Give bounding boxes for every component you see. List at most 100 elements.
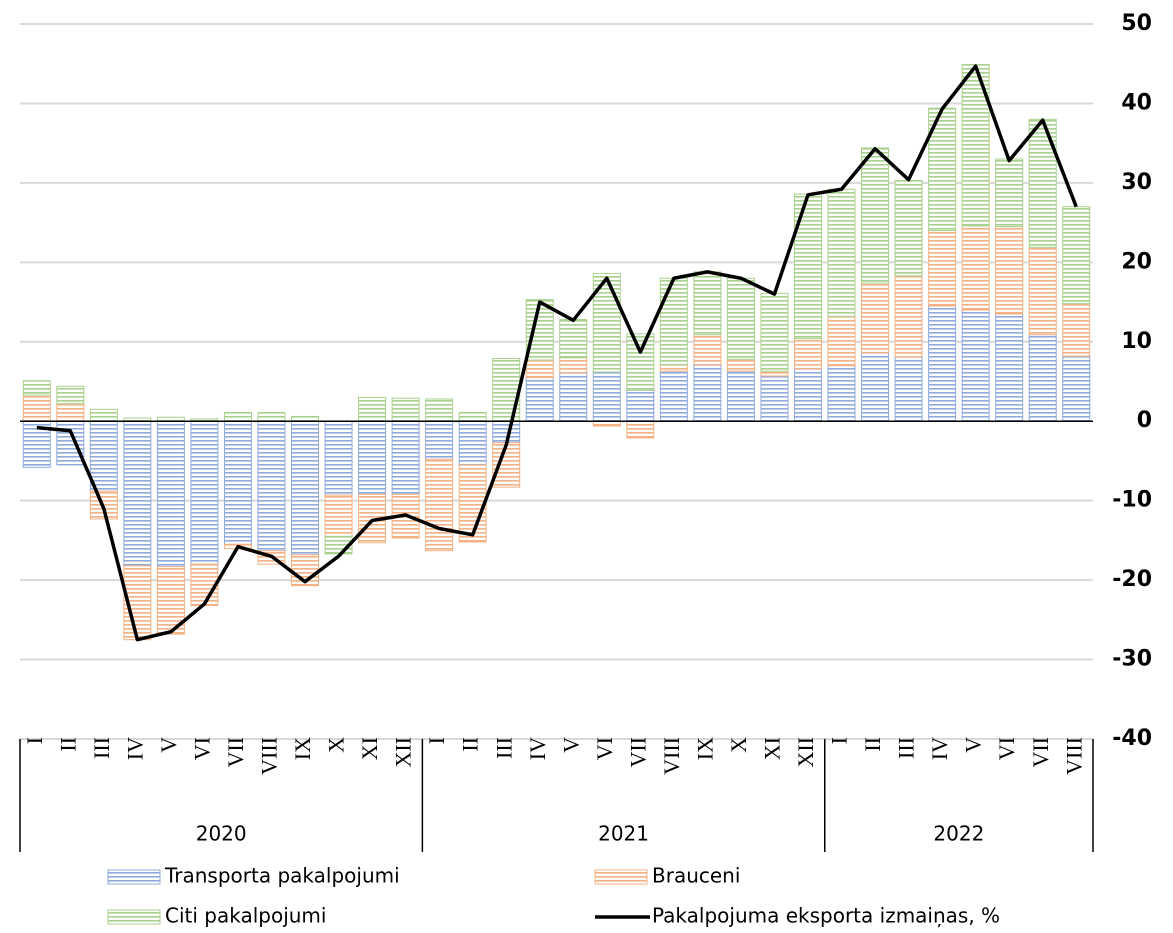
- bar-segment: [190, 420, 219, 565]
- group-label: 2020: [196, 822, 247, 846]
- bar-segment: [760, 292, 789, 372]
- x-tick-label: II: [55, 737, 80, 752]
- bar-segment: [1062, 355, 1091, 422]
- y-tick-label: 30: [1121, 170, 1152, 195]
- bar-segment: [223, 420, 252, 545]
- x-tick-label: VII: [1028, 737, 1053, 768]
- bar-segment: [659, 370, 688, 422]
- bar-segment: [1062, 206, 1091, 305]
- bar-segment: [793, 368, 822, 422]
- bar-segment: [559, 357, 588, 374]
- bar-segment: [123, 420, 152, 567]
- bar-segment: [793, 338, 822, 370]
- bar-segment: [894, 356, 923, 422]
- bar-segment: [89, 408, 118, 422]
- bar-segment: [324, 420, 353, 496]
- bar-segment: [693, 271, 722, 336]
- bar-segment: [995, 158, 1024, 228]
- x-tick-label: I: [827, 737, 852, 744]
- group-label: 2021: [598, 822, 649, 846]
- bar-segment: [861, 282, 890, 354]
- bar-segment: [291, 420, 320, 556]
- bar-segment: [592, 371, 621, 422]
- x-tick-label: VIII: [659, 737, 684, 775]
- legend-swatch: [594, 869, 648, 885]
- bar-segment: [827, 188, 856, 317]
- legend-label: Brauceni: [652, 864, 740, 888]
- legend-swatch: [107, 869, 161, 885]
- bar-segment: [1028, 334, 1057, 422]
- y-tick-label: 40: [1121, 90, 1152, 115]
- x-tick-label: VII: [223, 737, 248, 768]
- x-tick-label: XI: [760, 737, 785, 760]
- x-tick-label: V: [558, 737, 583, 753]
- x-tick-label: IV: [927, 737, 952, 760]
- bar-segment: [726, 370, 755, 422]
- y-tick-label: 10: [1121, 329, 1152, 354]
- y-tick-label: 50: [1121, 11, 1152, 36]
- bar-segment: [223, 411, 252, 422]
- y-tick-label: 0: [1137, 408, 1152, 433]
- legend-label: Pakalpojuma eksporta izmaiņas, %: [652, 904, 1000, 928]
- bar-segment: [659, 277, 688, 366]
- bar-segment: [458, 464, 487, 543]
- group-label: 2022: [933, 822, 984, 846]
- bar-segment: [760, 370, 789, 377]
- bar-segment: [391, 420, 420, 495]
- bar-segment: [726, 277, 755, 360]
- x-tick-label: III: [89, 737, 114, 759]
- x-tick-label: IX: [290, 737, 315, 760]
- y-tick-label: -40: [1112, 726, 1152, 751]
- x-tick-label: III: [894, 737, 919, 759]
- x-tick-label: II: [860, 737, 885, 752]
- x-tick-label: VI: [592, 737, 617, 760]
- bar-segment: [559, 372, 588, 422]
- bar-segment: [793, 193, 822, 340]
- bar-segment: [257, 420, 286, 552]
- bar-segment: [425, 420, 454, 460]
- bar-segment: [1028, 246, 1057, 336]
- bar-segment: [995, 313, 1024, 422]
- bar-segment: [425, 458, 454, 552]
- x-tick-label: X: [726, 737, 751, 753]
- x-tick-label: I: [424, 737, 449, 744]
- bar-segment: [726, 358, 755, 372]
- bar-segment: [861, 352, 890, 422]
- bar-segment: [525, 359, 554, 379]
- bar-segment: [358, 420, 387, 495]
- bar-segment: [693, 364, 722, 422]
- bar-segment: [592, 272, 621, 373]
- bar-segment: [56, 403, 85, 422]
- bar-segment: [22, 394, 51, 422]
- bar-segment: [56, 385, 85, 405]
- y-tick-label: -20: [1112, 567, 1152, 592]
- bar-segment: [693, 334, 722, 366]
- bar-segment: [257, 411, 286, 422]
- bar-segment: [827, 315, 856, 367]
- bar-segment: [492, 357, 521, 422]
- bar-segment: [156, 566, 185, 635]
- bar-segment: [894, 275, 923, 358]
- bar-segment: [525, 377, 554, 422]
- bar-segment: [324, 494, 353, 537]
- x-tick-label: XII: [793, 737, 818, 768]
- x-tick-label: XII: [391, 737, 416, 768]
- x-tick-label: III: [491, 737, 516, 759]
- y-tick-label: -10: [1112, 488, 1152, 513]
- line: [36, 64, 1078, 642]
- x-tick-label: VII: [625, 737, 650, 768]
- bar-segment: [928, 230, 957, 307]
- legend-label: Transporta pakalpojumi: [164, 864, 400, 888]
- x-tick-label: X: [324, 737, 349, 753]
- legend-label: Citi pakalpojumi: [165, 904, 326, 928]
- x-tick-label: VI: [189, 737, 214, 760]
- y-tick-label: -30: [1112, 647, 1152, 672]
- x-tick-label: V: [156, 737, 181, 753]
- bar-segment: [56, 420, 85, 466]
- bar-segment: [425, 398, 454, 422]
- bar-segment: [928, 305, 957, 422]
- bar-segment: [626, 420, 655, 439]
- bar-segment: [156, 420, 185, 568]
- bar-segment: [626, 333, 655, 391]
- bar-segment: [961, 225, 990, 311]
